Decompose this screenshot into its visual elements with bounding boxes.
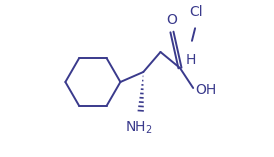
Text: H: H (186, 53, 196, 67)
Text: OH: OH (196, 83, 217, 97)
Text: O: O (167, 13, 177, 27)
Text: Cl: Cl (189, 5, 203, 19)
Text: NH$_2$: NH$_2$ (125, 120, 153, 136)
